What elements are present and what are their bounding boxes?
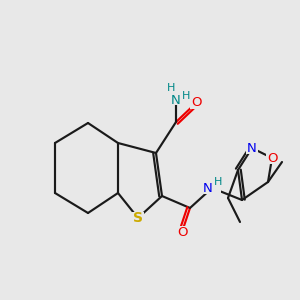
Bar — [132, 212, 144, 224]
Text: N: N — [171, 94, 181, 106]
Bar — [246, 142, 258, 154]
Text: N: N — [203, 182, 213, 194]
Text: H: H — [167, 83, 175, 93]
Text: N: N — [247, 142, 257, 154]
Text: S: S — [133, 211, 143, 225]
Text: H: H — [214, 177, 222, 187]
Text: O: O — [191, 97, 201, 110]
Bar — [176, 226, 188, 238]
Text: H: H — [182, 91, 190, 101]
Bar — [203, 182, 221, 194]
Text: O: O — [267, 152, 277, 164]
Bar — [171, 95, 181, 105]
Bar — [190, 97, 202, 109]
Bar — [266, 152, 278, 164]
Text: O: O — [177, 226, 187, 238]
